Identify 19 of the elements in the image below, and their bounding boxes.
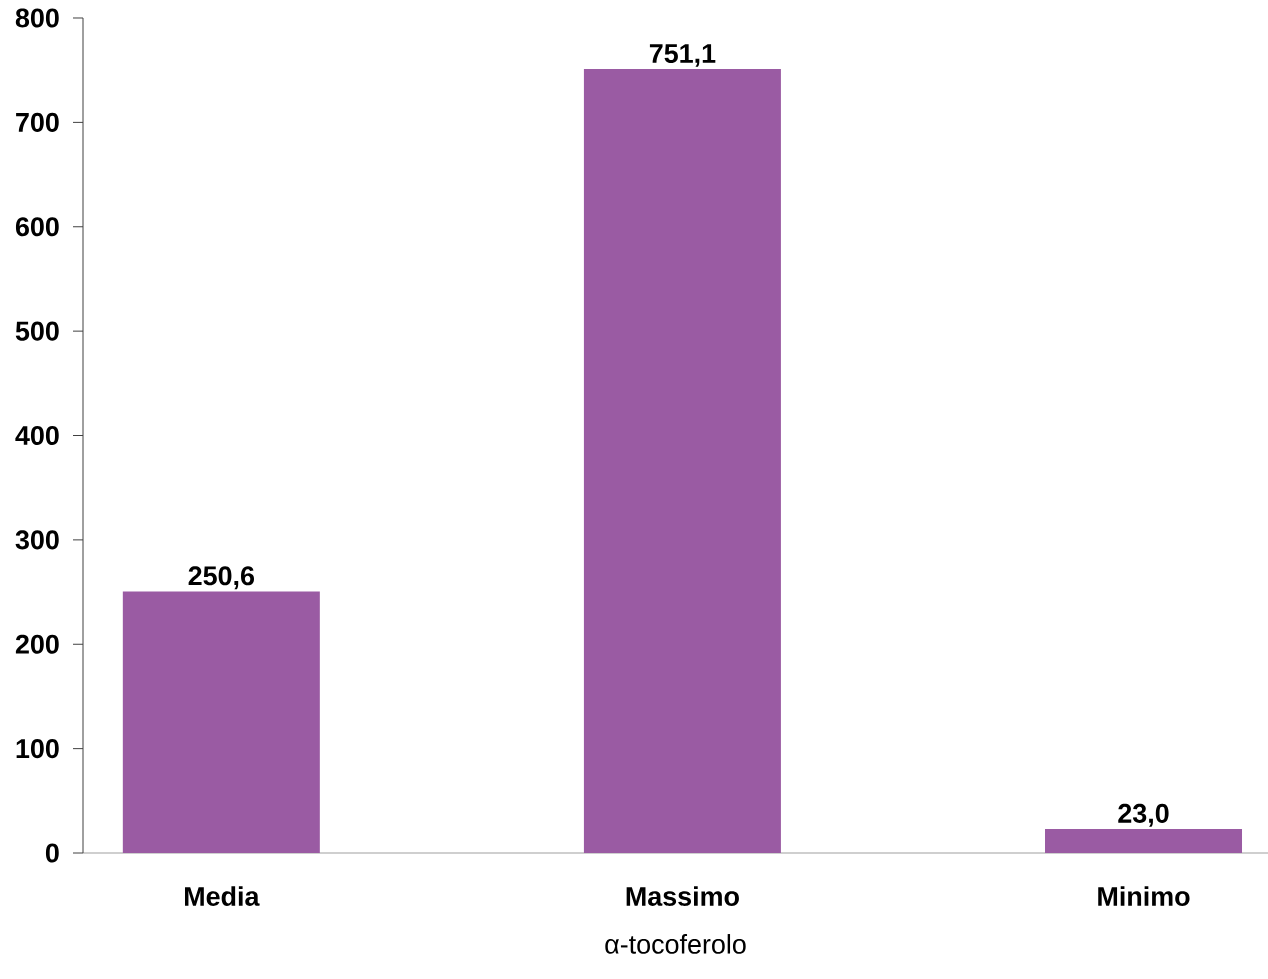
data-label: 751,1: [649, 44, 716, 67]
y-tick-label: 300: [15, 530, 59, 550]
x-tick-label: Media: [185, 886, 260, 906]
y-tick-label: 800: [15, 8, 59, 28]
data-label: 23,0: [1118, 803, 1169, 827]
y-tick-label: 100: [16, 739, 59, 759]
bar: [122, 591, 320, 853]
y-tick-label: 0: [45, 843, 59, 863]
y-tick-label: 700: [16, 112, 59, 132]
y-tick-label: 500: [15, 321, 59, 341]
y-tick-label: 600: [15, 217, 59, 237]
y-tick-label: 200: [15, 634, 59, 654]
bar: [583, 69, 781, 853]
bar: [1045, 828, 1243, 853]
data-label: 250,6: [188, 566, 254, 590]
x-axis-title: α-tocoferolo: [605, 934, 746, 954]
x-tick-label: Minimo: [1098, 886, 1190, 906]
y-tick-label: 400: [15, 425, 59, 446]
x-tick-label: Massimo: [626, 886, 739, 906]
